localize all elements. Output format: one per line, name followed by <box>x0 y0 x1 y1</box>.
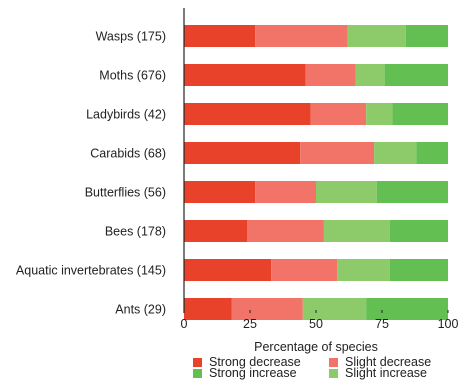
legend-swatch <box>329 369 338 378</box>
category-label: Ladybirds (42) <box>86 108 166 122</box>
legend: Strong decrease Slight decrease Strong inc… <box>193 355 431 380</box>
category-label: Ants (29) <box>115 303 166 317</box>
legend-label: Strong decrease <box>209 355 301 369</box>
bar-segment-strong-decrease <box>184 259 272 281</box>
bar-segment-strong-decrease <box>184 25 256 47</box>
bar-segment-slight-decrease <box>247 220 324 242</box>
category-label: Moths (676) <box>99 69 166 83</box>
bar-segment-strong-decrease <box>184 181 256 203</box>
legend-swatch <box>193 369 202 378</box>
legend-label: Strong increase <box>209 366 297 380</box>
x-tick-label: 75 <box>375 317 389 331</box>
bar-segment-strong-decrease <box>184 142 301 164</box>
category-label: Wasps (175) <box>96 30 166 44</box>
category-labels: Wasps (175) Moths (676) Ladybirds (42) Cara… <box>16 30 166 317</box>
category-label: Carabids (68) <box>90 147 166 161</box>
bar-segment-strong-decrease <box>184 103 311 125</box>
category-label: Aquatic invertebrates (145) <box>16 264 166 278</box>
bar-segment-slight-increase <box>366 103 393 125</box>
bar-segment-slight-decrease <box>300 142 375 164</box>
bar-segment-slight-increase <box>347 25 406 47</box>
bar-segment-strong-increase <box>389 259 448 281</box>
x-tick-label: 100 <box>438 317 459 331</box>
bars-layer <box>184 25 448 320</box>
bar-segment-strong-decrease <box>184 298 232 320</box>
bar-segment-slight-decrease <box>255 181 316 203</box>
bar-segment-slight-decrease <box>310 103 367 125</box>
bar-segment-slight-decrease <box>255 25 348 47</box>
bar-segment-slight-decrease <box>231 298 303 320</box>
bar-segment-strong-increase <box>376 181 448 203</box>
x-axis-ticks: 0 25 50 75 100 <box>181 310 459 331</box>
legend-swatch <box>193 358 202 367</box>
x-tick-label: 25 <box>243 317 257 331</box>
bar-segment-slight-increase <box>323 220 390 242</box>
bar-segment-slight-increase <box>302 298 367 320</box>
bar-segment-slight-decrease <box>271 259 338 281</box>
bar-segment-strong-increase <box>416 142 448 164</box>
bar-segment-strong-decrease <box>184 220 248 242</box>
legend-label: Slight increase <box>345 366 427 380</box>
bar-segment-slight-increase <box>337 259 390 281</box>
legend-label: Slight decrease <box>345 355 431 369</box>
category-label: Bees (178) <box>105 225 166 239</box>
category-label: Butterflies (56) <box>85 186 166 200</box>
legend-swatch <box>329 358 338 367</box>
x-tick-label: 50 <box>309 317 323 331</box>
bar-segment-strong-decrease <box>184 64 306 86</box>
bar-segment-strong-increase <box>405 25 448 47</box>
bar-segment-slight-decrease <box>305 64 356 86</box>
bar-segment-slight-increase <box>355 64 385 86</box>
bar-segment-strong-increase <box>389 220 448 242</box>
x-axis-title: Percentage of species <box>254 340 378 354</box>
bar-segment-strong-increase <box>366 298 448 320</box>
bar-segment-strong-increase <box>384 64 448 86</box>
bar-segment-strong-increase <box>392 103 448 125</box>
x-tick-label: 0 <box>181 317 188 331</box>
bar-segment-slight-increase <box>374 142 417 164</box>
bar-segment-slight-increase <box>316 181 377 203</box>
